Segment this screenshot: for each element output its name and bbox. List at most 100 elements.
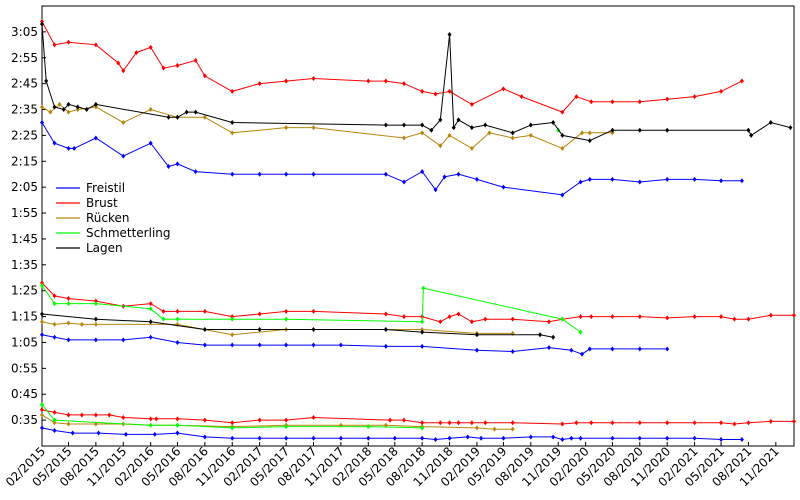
data-point xyxy=(121,337,126,343)
series-freistil-50m xyxy=(40,425,744,443)
data-point xyxy=(665,176,670,182)
data-point xyxy=(230,130,235,136)
data-point xyxy=(383,78,388,84)
data-point xyxy=(456,311,461,317)
data-point xyxy=(746,127,751,133)
data-point xyxy=(420,130,425,136)
series-brust-200m xyxy=(40,19,744,115)
data-point xyxy=(175,114,180,120)
data-point xyxy=(587,138,592,144)
data-point xyxy=(79,412,84,418)
data-point xyxy=(456,420,461,426)
data-point xyxy=(52,409,57,415)
data-point xyxy=(52,334,57,340)
data-point xyxy=(474,347,479,353)
data-point xyxy=(402,122,407,128)
data-point xyxy=(746,420,751,426)
data-point xyxy=(665,346,670,352)
data-point xyxy=(487,130,492,136)
series-line xyxy=(41,404,423,429)
data-point xyxy=(48,109,53,115)
y-tick-label: 2:35 xyxy=(11,103,38,117)
legend-label: Schmetterling xyxy=(86,226,171,240)
data-point xyxy=(637,346,642,352)
data-point xyxy=(538,332,543,338)
y-tick-label: 2:15 xyxy=(11,154,38,168)
data-point xyxy=(166,114,171,120)
data-point xyxy=(161,65,166,71)
data-point xyxy=(284,417,289,423)
data-point xyxy=(311,308,316,314)
data-point xyxy=(665,435,670,441)
data-point xyxy=(442,174,447,180)
data-point xyxy=(202,327,207,333)
data-point xyxy=(510,420,515,426)
data-point xyxy=(175,430,180,436)
data-point xyxy=(284,342,289,348)
data-point xyxy=(257,81,262,87)
data-point xyxy=(383,311,388,317)
data-point xyxy=(501,184,506,190)
legend-label: Brust xyxy=(86,196,118,210)
data-point xyxy=(193,109,198,115)
data-point xyxy=(528,132,533,138)
data-point xyxy=(510,135,515,141)
data-point xyxy=(456,117,461,123)
data-point xyxy=(193,57,198,63)
data-point xyxy=(551,119,556,125)
data-point xyxy=(175,339,180,345)
data-point xyxy=(75,104,80,110)
data-point xyxy=(52,321,57,327)
data-point xyxy=(52,140,57,146)
data-point xyxy=(665,96,670,102)
data-point xyxy=(447,314,452,320)
data-point xyxy=(230,171,235,177)
data-point xyxy=(202,114,207,120)
data-point xyxy=(610,99,615,105)
series-line xyxy=(41,285,581,333)
y-tick-label: 0:45 xyxy=(11,387,38,401)
data-point xyxy=(148,301,153,307)
data-point xyxy=(40,319,44,325)
data-point xyxy=(230,332,235,338)
data-point xyxy=(719,88,724,94)
data-point xyxy=(230,119,235,125)
data-point xyxy=(383,343,388,349)
data-point xyxy=(578,314,583,320)
data-point xyxy=(692,420,697,426)
data-point xyxy=(732,421,737,427)
data-point xyxy=(52,301,57,307)
data-point xyxy=(193,169,198,175)
data-point xyxy=(121,415,126,421)
data-point xyxy=(107,412,112,418)
y-tick-label: 1:45 xyxy=(11,232,38,246)
data-point xyxy=(148,334,153,340)
data-point xyxy=(483,420,488,426)
data-point xyxy=(121,119,126,125)
data-point xyxy=(40,19,44,25)
data-point xyxy=(560,192,565,198)
data-point xyxy=(610,176,615,182)
data-point xyxy=(637,435,642,441)
data-point xyxy=(66,421,71,427)
y-tick-label: 1:25 xyxy=(11,284,38,298)
data-point xyxy=(560,316,565,322)
data-point xyxy=(311,75,316,81)
data-point xyxy=(589,314,594,320)
data-point xyxy=(148,416,153,422)
data-point xyxy=(202,434,207,440)
data-point xyxy=(154,416,159,422)
data-point xyxy=(768,312,773,318)
data-point xyxy=(57,101,62,107)
data-point xyxy=(402,179,407,185)
data-point xyxy=(284,316,289,322)
data-point xyxy=(66,301,71,307)
data-point xyxy=(93,42,98,48)
data-point xyxy=(257,327,262,333)
data-point xyxy=(474,332,479,338)
data-point xyxy=(637,99,642,105)
data-point xyxy=(469,319,474,325)
series-lines xyxy=(40,19,796,443)
data-point xyxy=(492,426,497,432)
